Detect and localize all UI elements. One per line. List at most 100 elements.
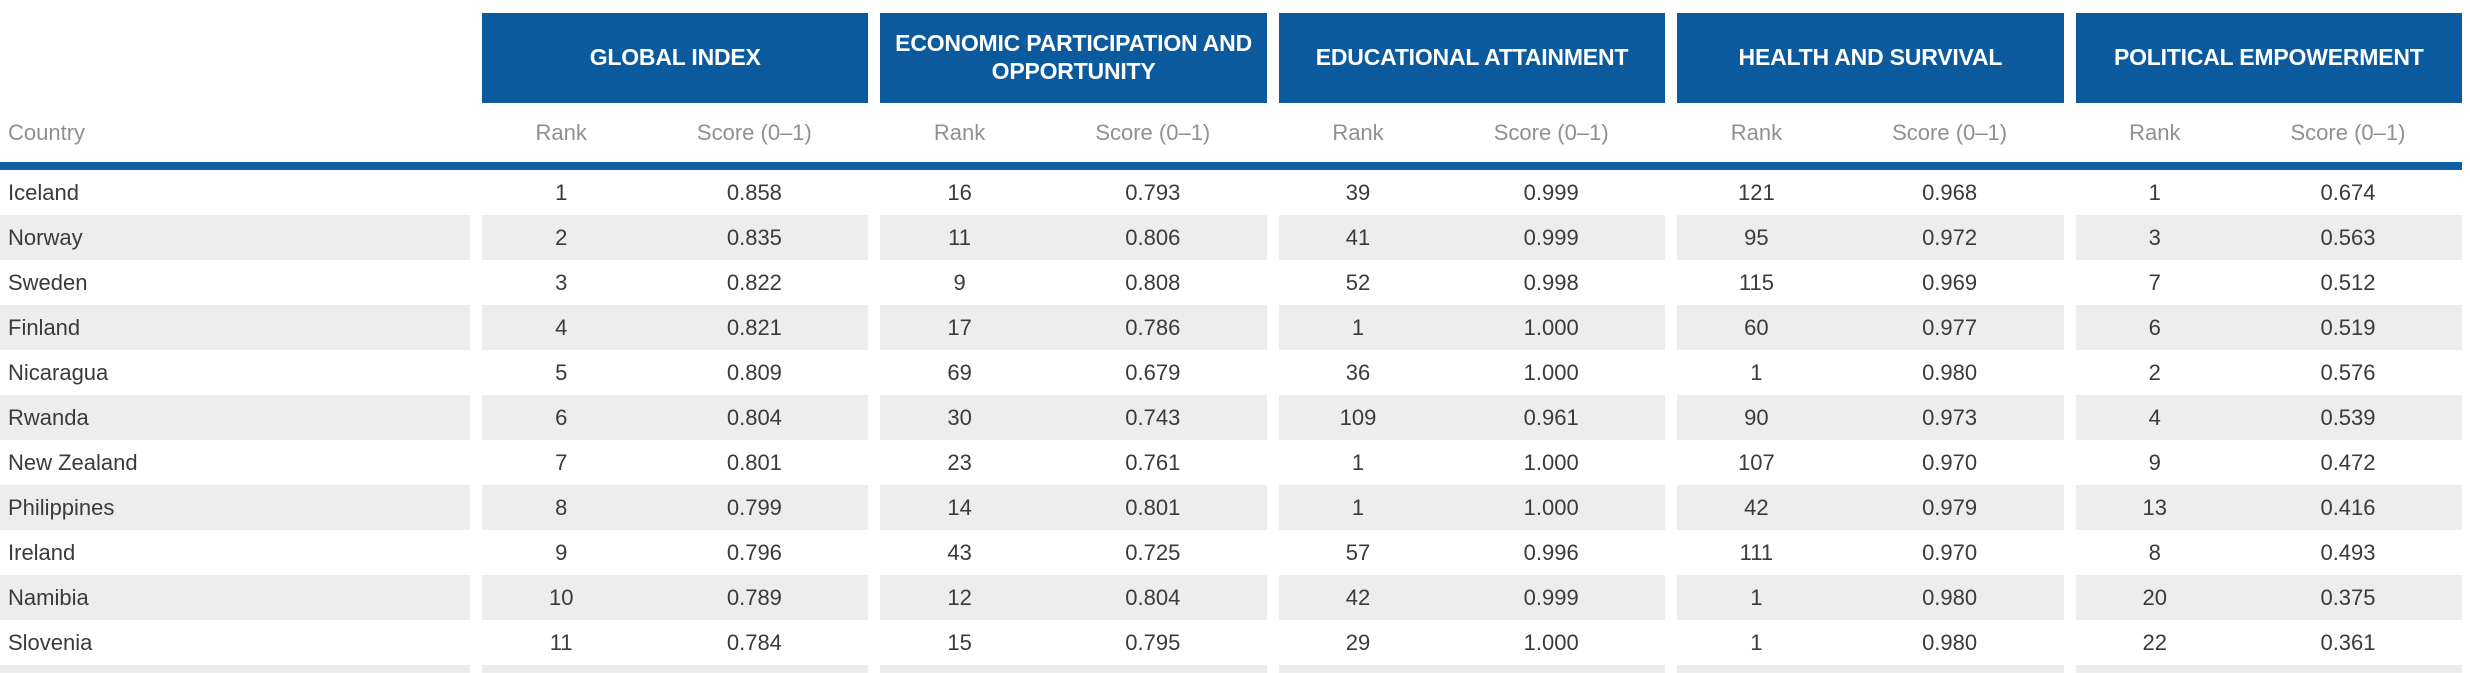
group-cell: 1 0.674: [2076, 170, 2462, 215]
rank-value: 8: [555, 494, 568, 520]
group-cell: 4 0.821: [482, 305, 869, 350]
rank-value: 41: [1345, 224, 1371, 250]
rank-value: 9: [2148, 449, 2161, 475]
group-cell: 42 0.979: [1677, 485, 2064, 530]
table-row: Philippines 8 0.799 14 0.801 1 1.000 42 0.979 13 0…: [0, 485, 2462, 530]
group-cell: 41 0.999: [1278, 215, 1666, 260]
score-value: 0.679: [1125, 359, 1181, 385]
score-value: 1.000: [1523, 629, 1579, 655]
rank-value: 36: [1345, 359, 1371, 385]
score-value: 0.801: [726, 449, 782, 475]
score-value: 0.375: [2320, 584, 2376, 610]
group-cell: 15 0.795: [880, 620, 1266, 665]
score-value: 1.000: [1523, 359, 1579, 385]
group-cell: [1278, 665, 1666, 673]
rank-value: 2: [2148, 359, 2161, 385]
group-cell: 16 0.793: [880, 170, 1266, 215]
rank-column-header: Rank: [1730, 119, 1783, 145]
group-cell: 14 0.801: [880, 485, 1267, 530]
rank-value: 1: [1750, 629, 1763, 655]
score-value: 0.970: [1922, 449, 1978, 475]
score-column-header: Score (0–1): [1493, 119, 1609, 145]
country-column-spacer: [0, 13, 470, 103]
subheader-health-survival: Rank Score (0–1): [1677, 103, 2063, 162]
table-row: Slovenia 11 0.784 15 0.795 29 1.000 1 0.980 22 0.3…: [0, 620, 2462, 665]
rank-value: 15: [947, 629, 972, 655]
score-value: 0.970: [1922, 539, 1978, 565]
score-value: 0.973: [1922, 404, 1978, 430]
rank-value: 11: [549, 629, 573, 655]
rank-value: 3: [555, 269, 568, 295]
group-cell: [1677, 665, 2064, 673]
group-cell: 52 0.998: [1279, 260, 1665, 305]
country-cell: Namibia: [0, 575, 470, 620]
score-value: 0.998: [1523, 269, 1579, 295]
group-cell: 9 0.808: [880, 260, 1266, 305]
score-value: 0.576: [2320, 359, 2376, 385]
score-value: 0.996: [1523, 539, 1579, 565]
banner-health-survival: HEALTH AND SURVIVAL: [1677, 13, 2064, 103]
score-value: 1.000: [1523, 494, 1579, 520]
score-value: 0.804: [1125, 584, 1181, 610]
score-value: 0.809: [726, 359, 782, 385]
group-cell: 69 0.679: [880, 350, 1266, 395]
group-cell: 1 1.000: [1278, 485, 1666, 530]
table-row: [0, 665, 2462, 673]
group-cell: 8 0.799: [482, 485, 869, 530]
group-cell: 1 1.000: [1278, 305, 1666, 350]
rank-value: 111: [1739, 539, 1774, 565]
score-value: 0.961: [1523, 404, 1579, 430]
rank-value: 22: [2142, 629, 2168, 655]
score-column-header: Score (0–1): [2290, 119, 2406, 145]
rank-value: 57: [1345, 539, 1371, 565]
group-cell: [482, 665, 869, 673]
score-value: 0.858: [726, 179, 782, 205]
score-column-header: Score (0–1): [1892, 119, 2008, 145]
group-cell: 4 0.539: [2075, 395, 2462, 440]
country-cell: New Zealand: [8, 449, 138, 475]
group-cell: 1 0.858: [482, 170, 868, 215]
rank-value: 12: [947, 584, 972, 610]
rank-value: 109: [1339, 404, 1377, 430]
score-column-header: Score (0–1): [696, 119, 812, 145]
rank-value: 121: [1738, 179, 1775, 205]
score-value: 0.493: [2320, 539, 2376, 565]
country-cell: Ireland: [8, 539, 76, 565]
score-value: 0.980: [1922, 359, 1978, 385]
rank-value: 6: [555, 404, 568, 430]
group-cell: 7 0.512: [2076, 260, 2462, 305]
table-body: Iceland 1 0.858 16 0.793 39 0.999 121 0.968 1 0.67…: [0, 170, 2462, 673]
group-cell: 95 0.972: [1677, 215, 2064, 260]
group-cell: 1 1.000: [1279, 440, 1665, 485]
score-value: 0.972: [1922, 224, 1978, 250]
rank-value: 7: [555, 449, 568, 475]
rank-value: 10: [548, 584, 574, 610]
group-cell: 1 0.980: [1677, 575, 2064, 620]
table-row: Sweden 3 0.822 9 0.808 52 0.998 115 0.969 7 0.512: [0, 260, 2462, 305]
rank-value: 1: [1351, 494, 1365, 520]
score-value: 0.472: [2320, 449, 2376, 475]
rank-value: 17: [947, 314, 972, 340]
score-value: 0.795: [1125, 629, 1181, 655]
rank-column-header: Rank: [1332, 119, 1384, 145]
rank-value: 6: [2148, 314, 2161, 340]
group-cell: 3 0.822: [482, 260, 868, 305]
group-cell: 1 0.980: [1677, 620, 2063, 665]
rank-value: 3: [2148, 224, 2161, 250]
rank-value: 1: [555, 179, 568, 205]
score-value: 0.980: [1922, 629, 1978, 655]
rank-value: 52: [1345, 269, 1371, 295]
rank-value: 1: [1351, 449, 1365, 475]
header-banner-row: GLOBAL INDEX ECONOMIC PARTICIPATION AND …: [0, 13, 2462, 103]
score-value: 0.519: [2320, 314, 2376, 340]
score-value: 0.804: [726, 404, 782, 430]
group-cell: 57 0.996: [1279, 530, 1665, 575]
rank-value: 42: [1744, 494, 1769, 520]
rank-value: 43: [947, 539, 972, 565]
rank-value: 115: [1738, 269, 1774, 295]
rank-value: 69: [947, 359, 972, 385]
group-cell: 42 0.999: [1278, 575, 1666, 620]
score-column-header: Score (0–1): [1095, 119, 1211, 145]
rank-column-header: Rank: [535, 119, 587, 145]
score-value: 0.743: [1125, 404, 1181, 430]
